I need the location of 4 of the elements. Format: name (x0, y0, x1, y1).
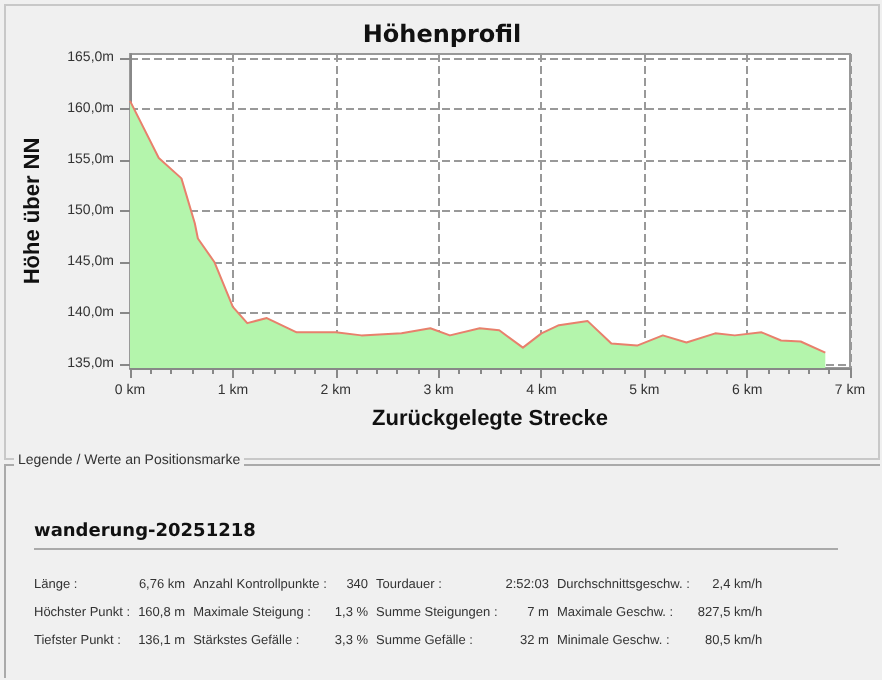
x-axis-title: Zurückgelegte Strecke (372, 406, 608, 431)
chart-title: Höhenprofil (362, 20, 522, 48)
text: wanderung-20251218 (34, 522, 838, 550)
y-axis-title: Höhe über NN (21, 137, 45, 285)
